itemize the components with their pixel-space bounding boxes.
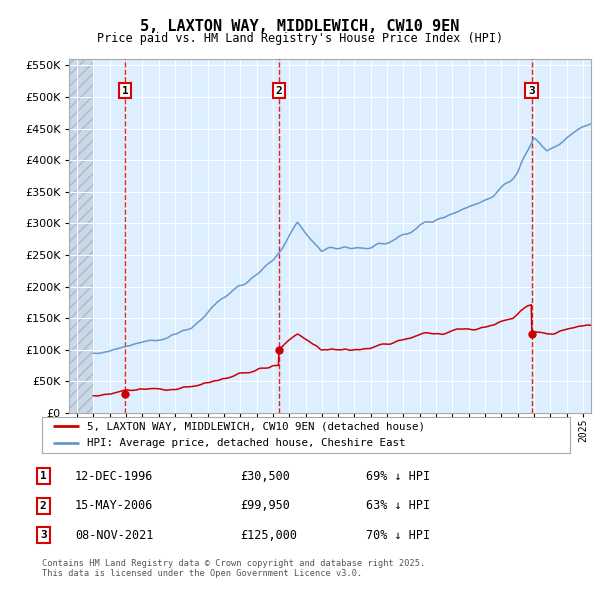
Text: 12-DEC-1996: 12-DEC-1996 [75,470,154,483]
Text: HPI: Average price, detached house, Cheshire East: HPI: Average price, detached house, Ches… [87,438,406,448]
Text: Contains HM Land Registry data © Crown copyright and database right 2025.
This d: Contains HM Land Registry data © Crown c… [42,559,425,578]
Text: 1: 1 [40,471,47,481]
Text: 08-NOV-2021: 08-NOV-2021 [75,529,154,542]
Text: 15-MAY-2006: 15-MAY-2006 [75,499,154,512]
Text: £30,500: £30,500 [240,470,290,483]
Text: 3: 3 [40,530,47,540]
Text: 1: 1 [122,86,128,96]
Text: 2: 2 [275,86,283,96]
Text: 63% ↓ HPI: 63% ↓ HPI [366,499,430,512]
Text: £99,950: £99,950 [240,499,290,512]
Text: 3: 3 [528,86,535,96]
Text: 5, LAXTON WAY, MIDDLEWICH, CW10 9EN: 5, LAXTON WAY, MIDDLEWICH, CW10 9EN [140,19,460,34]
Text: £125,000: £125,000 [240,529,297,542]
Text: 70% ↓ HPI: 70% ↓ HPI [366,529,430,542]
Text: Price paid vs. HM Land Registry's House Price Index (HPI): Price paid vs. HM Land Registry's House … [97,32,503,45]
Text: 5, LAXTON WAY, MIDDLEWICH, CW10 9EN (detached house): 5, LAXTON WAY, MIDDLEWICH, CW10 9EN (det… [87,421,425,431]
Text: 2: 2 [40,501,47,510]
Text: 69% ↓ HPI: 69% ↓ HPI [366,470,430,483]
